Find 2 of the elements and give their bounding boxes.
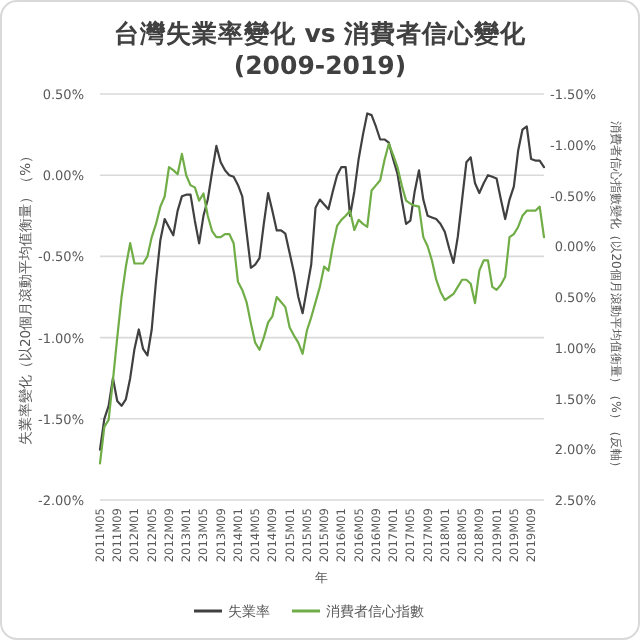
chart-subtitle: (2009-2019) [233,50,407,80]
chart-title: 台灣失業率變化 vs 消費者信心變化 [113,18,529,48]
